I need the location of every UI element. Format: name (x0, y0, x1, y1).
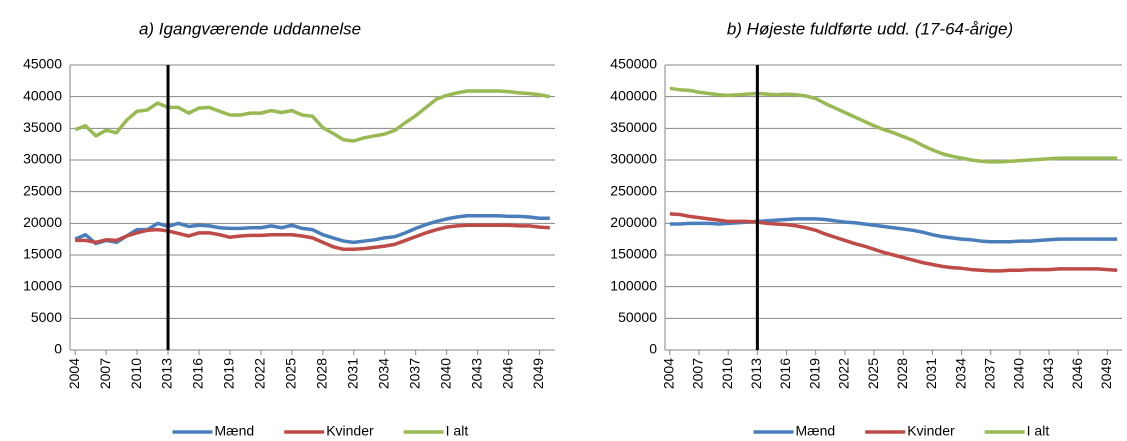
x-tick-label: 2028 (894, 358, 910, 389)
series-line (75, 223, 550, 252)
x-tick-label: 2016 (190, 358, 206, 389)
y-tick-label: 100000 (610, 277, 657, 293)
x-tick-label: 2031 (923, 358, 939, 389)
legend-label: I alt (446, 423, 469, 439)
x-tick-label: 2025 (283, 358, 299, 389)
y-tick-label: 30000 (23, 151, 62, 167)
series-line (669, 86, 1118, 164)
y-tick-label: 25000 (23, 182, 62, 198)
x-tick-label: 2043 (1040, 358, 1056, 389)
x-tick-label: 2040 (1011, 358, 1027, 389)
series-line (74, 213, 550, 246)
series-line (669, 212, 1118, 273)
x-tick-label: 2022 (836, 358, 852, 389)
x-tick-label: 2025 (865, 358, 881, 389)
y-tick-label: 0 (649, 341, 657, 357)
legend-label: Kvinder (907, 423, 955, 439)
chart-title: b) Højeste fuldførte udd. (17-64-årige) (727, 19, 1013, 38)
x-tick-label: 2022 (252, 358, 268, 389)
x-tick-label: 2028 (314, 358, 330, 389)
y-tick-label: 450000 (610, 56, 657, 72)
legend-label: Mænd (796, 423, 836, 439)
x-tick-label: 2031 (344, 358, 360, 389)
x-tick-label: 2037 (981, 358, 997, 389)
y-tick-label: 15000 (23, 246, 62, 262)
x-tick-label: 2004 (66, 358, 82, 389)
x-tick-label: 2034 (375, 358, 391, 389)
y-tick-label: 350000 (610, 119, 657, 135)
x-tick-label: 2019 (806, 358, 822, 389)
y-tick-label: 250000 (610, 182, 657, 198)
y-tick-label: 150000 (610, 246, 657, 262)
x-tick-label: 2034 (952, 358, 968, 389)
x-tick-label: 2010 (128, 358, 144, 389)
y-tick-label: 50000 (618, 309, 657, 325)
x-tick-label: 2013 (748, 358, 764, 389)
chart-title: a) Igangværende uddannelse (139, 19, 361, 38)
x-tick-label: 2019 (221, 358, 237, 389)
x-tick-label: 2040 (437, 358, 453, 389)
x-tick-label: 2007 (690, 358, 706, 389)
y-tick-label: 10000 (23, 277, 62, 293)
legend-label: Mænd (215, 423, 255, 439)
y-tick-label: 0 (54, 341, 62, 357)
y-tick-label: 400000 (610, 87, 657, 103)
x-tick-label: 2037 (406, 358, 422, 389)
x-tick-label: 2013 (159, 358, 175, 389)
x-tick-label: 2049 (1098, 358, 1114, 389)
x-tick-label: 2004 (661, 358, 677, 389)
y-tick-label: 45000 (23, 56, 62, 72)
x-tick-label: 2046 (1069, 358, 1085, 389)
x-tick-label: 2043 (468, 358, 484, 389)
y-tick-label: 40000 (23, 87, 62, 103)
x-tick-label: 2010 (719, 358, 735, 389)
x-tick-label: 2007 (97, 358, 113, 389)
y-tick-label: 300000 (610, 151, 657, 167)
y-tick-label: 5000 (31, 309, 62, 325)
legend-label: Kvinder (326, 423, 374, 439)
y-tick-label: 20000 (23, 214, 62, 230)
x-tick-label: 2016 (777, 358, 793, 389)
y-tick-label: 200000 (610, 214, 657, 230)
legend-label: I alt (1027, 423, 1050, 439)
series-line (74, 89, 551, 143)
x-tick-label: 2046 (499, 358, 515, 389)
y-tick-label: 35000 (23, 119, 62, 135)
x-tick-label: 2049 (530, 358, 546, 389)
